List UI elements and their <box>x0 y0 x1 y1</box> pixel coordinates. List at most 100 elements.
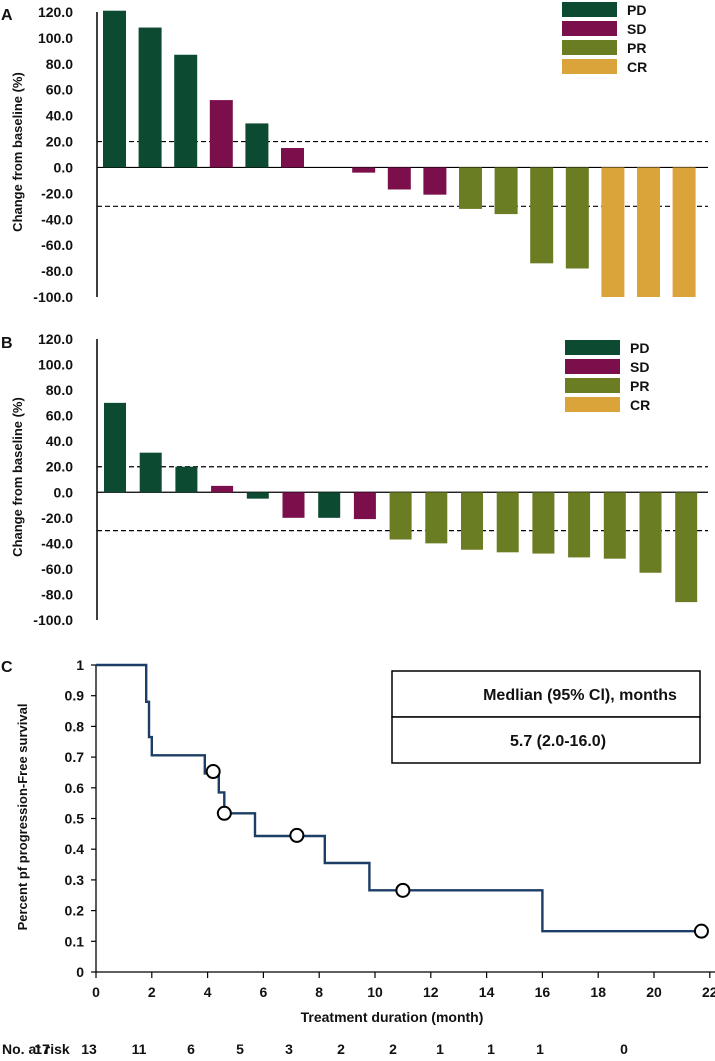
y-tick-label: 20.0 <box>46 134 73 150</box>
at-risk-count: 11 <box>132 1041 147 1057</box>
legend-label-pr: PR <box>627 40 646 56</box>
bar-pr <box>530 167 554 264</box>
legend-label-cr: CR <box>630 397 650 413</box>
at-risk-count: 1 <box>536 1041 544 1057</box>
y-tick-label: 0.2 <box>65 903 85 919</box>
legend-label-pr: PR <box>630 378 649 394</box>
x-tick-label: 14 <box>479 984 495 1000</box>
legend-label-sd: SD <box>630 359 649 375</box>
y-tick-label: 1 <box>76 657 84 673</box>
bar-sd <box>353 492 376 520</box>
bar-pd <box>246 492 269 499</box>
y-axis-title-c: Percent pf progression-Free survival <box>15 704 30 931</box>
summary-value: 5.7 (2.0-16.0) <box>510 733 606 750</box>
y-tick-label: 0.8 <box>65 718 85 734</box>
x-tick-label: 8 <box>315 984 323 1000</box>
y-tick-label: 120.0 <box>38 331 73 347</box>
bar-cr <box>601 167 625 297</box>
summary-header: Medlian (95% Cl), months <box>483 687 677 704</box>
legend-label-pd: PD <box>630 340 649 356</box>
bar-sd <box>352 167 376 173</box>
y-tick-label: 40.0 <box>46 108 73 124</box>
y-tick-label: 0.6 <box>65 780 85 796</box>
x-tick-label: 16 <box>535 984 551 1000</box>
summary-header-cell <box>391 670 701 718</box>
y-tick-label: -60.0 <box>41 561 73 577</box>
legend-swatch-cr <box>565 397 620 412</box>
y-tick-label: -100.0 <box>33 612 73 628</box>
y-tick-label: 0.5 <box>65 811 85 827</box>
bar-pr <box>494 167 518 215</box>
x-tick-label: 12 <box>423 984 439 1000</box>
x-tick-label: 4 <box>204 984 212 1000</box>
y-tick-label: 0.0 <box>54 484 74 500</box>
bar-sd <box>281 148 304 168</box>
waterfall-chart-b: B Change from baseline (%) 120.0 100.0 80.… <box>1 331 708 628</box>
censor-marker <box>205 764 221 780</box>
bar-sd <box>209 100 233 168</box>
bar-pr <box>639 492 662 573</box>
bar-pd <box>318 492 341 518</box>
at-risk-count: 17 <box>34 1041 50 1057</box>
y-tick-label: -80.0 <box>41 586 73 602</box>
bar-cr <box>637 167 660 297</box>
x-tick-label: 0 <box>92 984 100 1000</box>
legend-label-pd: PD <box>627 2 646 18</box>
bar-sd <box>211 485 234 493</box>
at-risk-count: 2 <box>337 1041 345 1057</box>
x-tick-label: 18 <box>590 984 606 1000</box>
bar-pd <box>245 123 269 168</box>
y-tick-label: 0 <box>76 964 84 980</box>
at-risk-count: 3 <box>285 1041 293 1057</box>
y-tick-label: -100.0 <box>33 289 73 305</box>
bar-pr <box>603 492 626 559</box>
legend-swatch-sd <box>565 359 620 374</box>
panel-label-b: B <box>1 335 13 352</box>
y-tick-label: 80.0 <box>46 382 73 398</box>
y-tick-label: 20.0 <box>46 459 73 475</box>
y-tick-label: 60.0 <box>46 82 73 98</box>
y-tick-label: -80.0 <box>41 263 73 279</box>
y-tick-label: -60.0 <box>41 237 73 253</box>
legend-swatch-pd <box>565 340 620 355</box>
at-risk-label: No. at risk <box>2 1041 70 1057</box>
waterfall-chart-a: A Change from baseline (%) 120.0 100.0 80.… <box>1 2 708 305</box>
x-axis-title-c: Treatment duration (month) <box>301 1009 484 1025</box>
panel-label-c: C <box>1 659 13 676</box>
bar-pr <box>461 492 483 550</box>
at-risk-count: 5 <box>236 1041 244 1057</box>
y-tick-label: 0.3 <box>65 872 85 888</box>
panel-label-a: A <box>1 7 13 24</box>
y-tick-label: -40.0 <box>41 211 73 227</box>
at-risk-count: 1 <box>436 1041 444 1057</box>
bar-pr <box>565 167 589 269</box>
x-tick-label: 20 <box>646 984 662 1000</box>
bar-sd <box>282 492 305 518</box>
bar-sd <box>423 167 447 195</box>
y-tick-label: -20.0 <box>41 185 73 201</box>
y-tick-label: -20.0 <box>41 510 73 526</box>
legend-swatch-pd <box>562 2 617 17</box>
legend-swatch-pr <box>565 378 620 393</box>
at-risk-count: 13 <box>81 1041 97 1057</box>
y-tick-label: 0.7 <box>65 749 85 765</box>
at-risk-count: 1 <box>487 1041 495 1057</box>
x-tick-label: 22 <box>702 984 715 1000</box>
summary-value-cell <box>391 716 701 764</box>
legend-swatch-cr <box>562 59 617 74</box>
legend-swatch-pr <box>562 40 617 55</box>
y-tick-label: 100.0 <box>38 30 73 46</box>
y-tick-label: -40.0 <box>41 535 73 551</box>
bar-cr <box>672 167 696 297</box>
bar-pd <box>103 10 126 168</box>
legend-swatch-sd <box>562 21 617 36</box>
y-tick-label: 120.0 <box>38 4 73 20</box>
y-tick-label: 100.0 <box>38 357 73 373</box>
y-tick-label: 0.4 <box>65 841 85 857</box>
survival-chart-c: C Percent pf progression-Free survival T… <box>1 657 715 1057</box>
censor-marker <box>289 827 305 843</box>
bar-pd <box>174 54 198 168</box>
x-tick-label: 6 <box>260 984 268 1000</box>
y-tick-label: 60.0 <box>46 408 73 424</box>
